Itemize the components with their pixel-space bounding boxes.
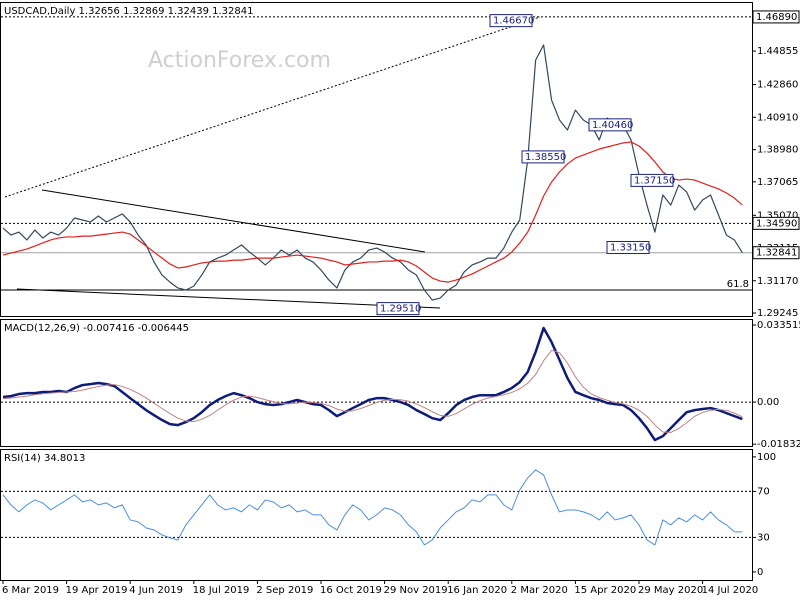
- trend-line: [16, 288, 441, 309]
- x-tick-label: 15 Apr 2020: [574, 585, 636, 596]
- y-tick-label: 0.033515: [757, 320, 800, 331]
- annotation-label: 1.33150: [610, 243, 651, 254]
- y-tick-label: 70: [757, 486, 770, 497]
- annotation-label: 1.40460: [592, 120, 633, 131]
- annotation-box: [521, 150, 565, 164]
- y-tick-label: 0.00: [757, 397, 779, 408]
- level-label: 1.34590: [756, 218, 797, 229]
- x-tick-label: 29 Nov 2019: [384, 585, 448, 596]
- annotation-box: [489, 14, 533, 28]
- y-tick-label: 30: [757, 532, 770, 543]
- y-tick-label: 1.29245: [757, 308, 798, 319]
- panel-title: MACD(12,26,9) -0.007416 -0.006445: [4, 323, 189, 334]
- x-tick-label: 14 Jul 2020: [702, 585, 759, 596]
- price-panel: [0, 2, 753, 317]
- trend-line: [41, 189, 426, 253]
- panel-title: USDCAD,Daily 1.32656 1.32869 1.32439 1.3…: [4, 6, 254, 17]
- y-tick-label: 1.35070: [757, 210, 798, 221]
- y-tick-label: -0.018324: [757, 439, 800, 450]
- x-tick-label: 16 Jan 2020: [447, 585, 507, 596]
- x-tick-label: 16 Oct 2019: [320, 585, 382, 596]
- level-label-box: [752, 216, 800, 230]
- watermark: ActionForex.com: [148, 48, 331, 73]
- level-label: 1.32841: [756, 248, 797, 259]
- level-label: 1.46890: [756, 12, 797, 23]
- y-tick-label: 1.37065: [757, 177, 798, 188]
- y-tick-label: 1.42860: [757, 80, 798, 91]
- annotation-label: 1.46670: [493, 16, 534, 27]
- x-tick-label: 29 May 2020: [638, 585, 703, 596]
- annotation-label: 1.29510: [380, 304, 421, 315]
- y-tick-label: 1.31170: [757, 276, 798, 287]
- x-tick-label: 6 Mar 2019: [2, 585, 59, 596]
- x-tick-label: 18 Jul 2019: [193, 585, 250, 596]
- annotation-box: [376, 302, 420, 316]
- panel-title: RSI(14) 34.8013: [4, 453, 85, 464]
- x-tick-label: 19 Apr 2019: [66, 585, 128, 596]
- y-tick-label: 1.44855: [757, 46, 798, 57]
- y-tick-label: 0: [757, 567, 763, 578]
- macd-panel: [0, 319, 753, 447]
- annotation-box: [606, 241, 650, 255]
- annotation-box: [588, 118, 632, 132]
- y-tick-label: 1.40910: [757, 112, 798, 123]
- annotation-label: 1.38550: [525, 152, 566, 163]
- annotation-label: 1.37150: [634, 175, 675, 186]
- series-line: [2, 326, 743, 442]
- level-label-box: [752, 10, 800, 24]
- level-label: 61.8: [727, 279, 749, 290]
- annotation-box: [630, 173, 674, 187]
- x-tick-label: 2 Mar 2020: [511, 585, 568, 596]
- x-tick-label: 2 Sep 2019: [256, 585, 313, 596]
- y-tick-label: 1.38980: [757, 145, 798, 156]
- rsi-panel: [0, 449, 753, 581]
- y-tick-label: 100: [757, 452, 776, 463]
- series-line: [2, 469, 743, 546]
- x-tick-label: 4 Jun 2019: [129, 585, 183, 596]
- series-line: [2, 141, 743, 283]
- level-label-box: [752, 246, 800, 260]
- series-line: [2, 349, 743, 433]
